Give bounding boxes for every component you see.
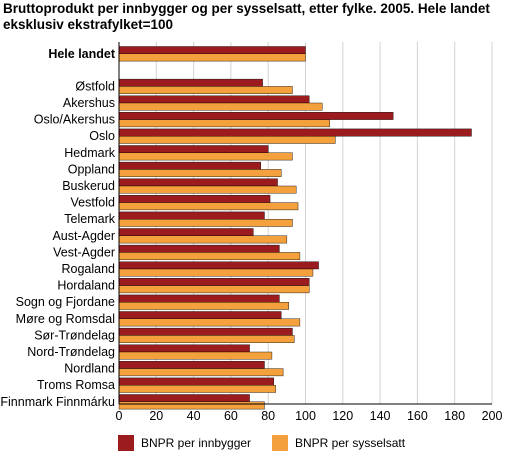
bar-sysselsatt: [118, 335, 295, 343]
bar-innbygger: [118, 261, 319, 270]
bar-sysselsatt: [118, 368, 284, 377]
bar-innbygger: [118, 46, 306, 55]
bar-sysselsatt: [118, 351, 273, 360]
category-label: Troms Romsa: [37, 378, 115, 392]
bar-innbygger: [118, 244, 280, 253]
bar-sysselsatt: [118, 135, 336, 144]
bar-innbygger: [118, 128, 472, 137]
bar-innbygger: [118, 394, 250, 403]
x-tick-label: 40: [187, 409, 201, 423]
bar-sysselsatt: [118, 252, 301, 260]
bar-sysselsatt: [118, 169, 282, 177]
bar-sysselsatt: [118, 102, 323, 111]
bar-innbygger: [118, 294, 280, 303]
category-label: Oslo/Akershus: [34, 113, 115, 127]
category-label: Oppland: [68, 162, 115, 176]
legend-label-sysselsatt: BNPR per sysselsatt: [295, 436, 406, 450]
bar-innbygger: [118, 95, 310, 104]
x-tick-label: 0: [116, 409, 123, 423]
x-tick-label: 140: [370, 409, 391, 423]
category-label: Vestfold: [71, 196, 116, 210]
category-label: Hele landet: [48, 47, 116, 61]
bar-sysselsatt: [118, 318, 301, 327]
bar-innbygger: [118, 112, 394, 120]
category-label: Møre og Romsdal: [16, 312, 115, 326]
category-label: Vest-Agder: [53, 245, 115, 259]
bar-innbygger: [118, 161, 261, 170]
category-label: Sogn og Fjordane: [16, 295, 115, 309]
bar-innbygger: [118, 195, 271, 203]
bar-sysselsatt: [118, 385, 276, 393]
category-label: Finnmark Finnmárku: [0, 395, 115, 409]
legend-swatch-innbygger: [118, 435, 134, 451]
bar-sysselsatt: [118, 218, 293, 227]
legend-swatch-sysselsatt: [272, 435, 288, 451]
bar-sysselsatt: [118, 185, 297, 194]
bar-sysselsatt: [118, 119, 330, 128]
bar-innbygger: [118, 228, 254, 237]
category-label: Hedmark: [64, 146, 115, 160]
bar-innbygger: [118, 78, 263, 87]
bar-sysselsatt: [118, 53, 306, 62]
bar-sysselsatt: [118, 235, 288, 244]
bar-innbygger: [118, 145, 269, 154]
category-label: Østfold: [75, 79, 115, 93]
category-label: Aust-Agder: [52, 229, 115, 243]
bar-sysselsatt: [118, 86, 293, 94]
bar-innbygger: [118, 327, 293, 336]
bar-chart: 0 20 40 60 80 100 120 140 160 180 200 Hele landet Øs…: [0, 42, 503, 423]
bar-innbygger: [118, 361, 265, 369]
bar-sysselsatt: [118, 202, 299, 211]
bar-innbygger: [118, 311, 282, 320]
bar-innbygger: [118, 278, 310, 286]
legend-label-innbygger: BNPR per innbygger: [141, 436, 252, 450]
bar-sysselsatt: [118, 152, 293, 161]
category-label: Nord-Trøndelag: [27, 345, 115, 359]
x-tick-label: 160: [407, 409, 428, 423]
bar-sysselsatt: [118, 268, 314, 277]
chart-title: Bruttoprodukt per innbygger og per sysse…: [3, 1, 490, 32]
bar-innbygger: [118, 178, 278, 187]
x-tick-label: 60: [224, 409, 238, 423]
x-tick-label: 100: [295, 409, 316, 423]
bar-innbygger: [118, 344, 250, 353]
bar-innbygger: [118, 377, 274, 386]
x-tick-label: 180: [444, 409, 465, 423]
category-label: Rogaland: [61, 262, 115, 276]
category-label: Nordland: [64, 362, 115, 376]
legend-item-innbygger: BNPR per innbygger: [118, 435, 251, 451]
x-tick-label: 200: [482, 409, 503, 423]
category-label: Hordaland: [57, 279, 115, 293]
bar-innbygger: [118, 211, 265, 220]
x-tick-label: 120: [332, 409, 353, 423]
legend-item-sysselsatt: BNPR per sysselsatt: [272, 435, 405, 451]
category-label: Akershus: [63, 96, 115, 110]
bar-sysselsatt: [118, 401, 265, 410]
category-label: Telemark: [64, 212, 115, 226]
category-label: Oslo: [89, 129, 115, 143]
category-label: Sør-Trøndelag: [34, 328, 115, 342]
bar-sysselsatt: [118, 302, 289, 310]
x-tick-label: 80: [261, 409, 275, 423]
x-tick-label: 20: [149, 409, 163, 423]
bar-sysselsatt: [118, 285, 310, 294]
category-label: Buskerud: [62, 179, 115, 193]
